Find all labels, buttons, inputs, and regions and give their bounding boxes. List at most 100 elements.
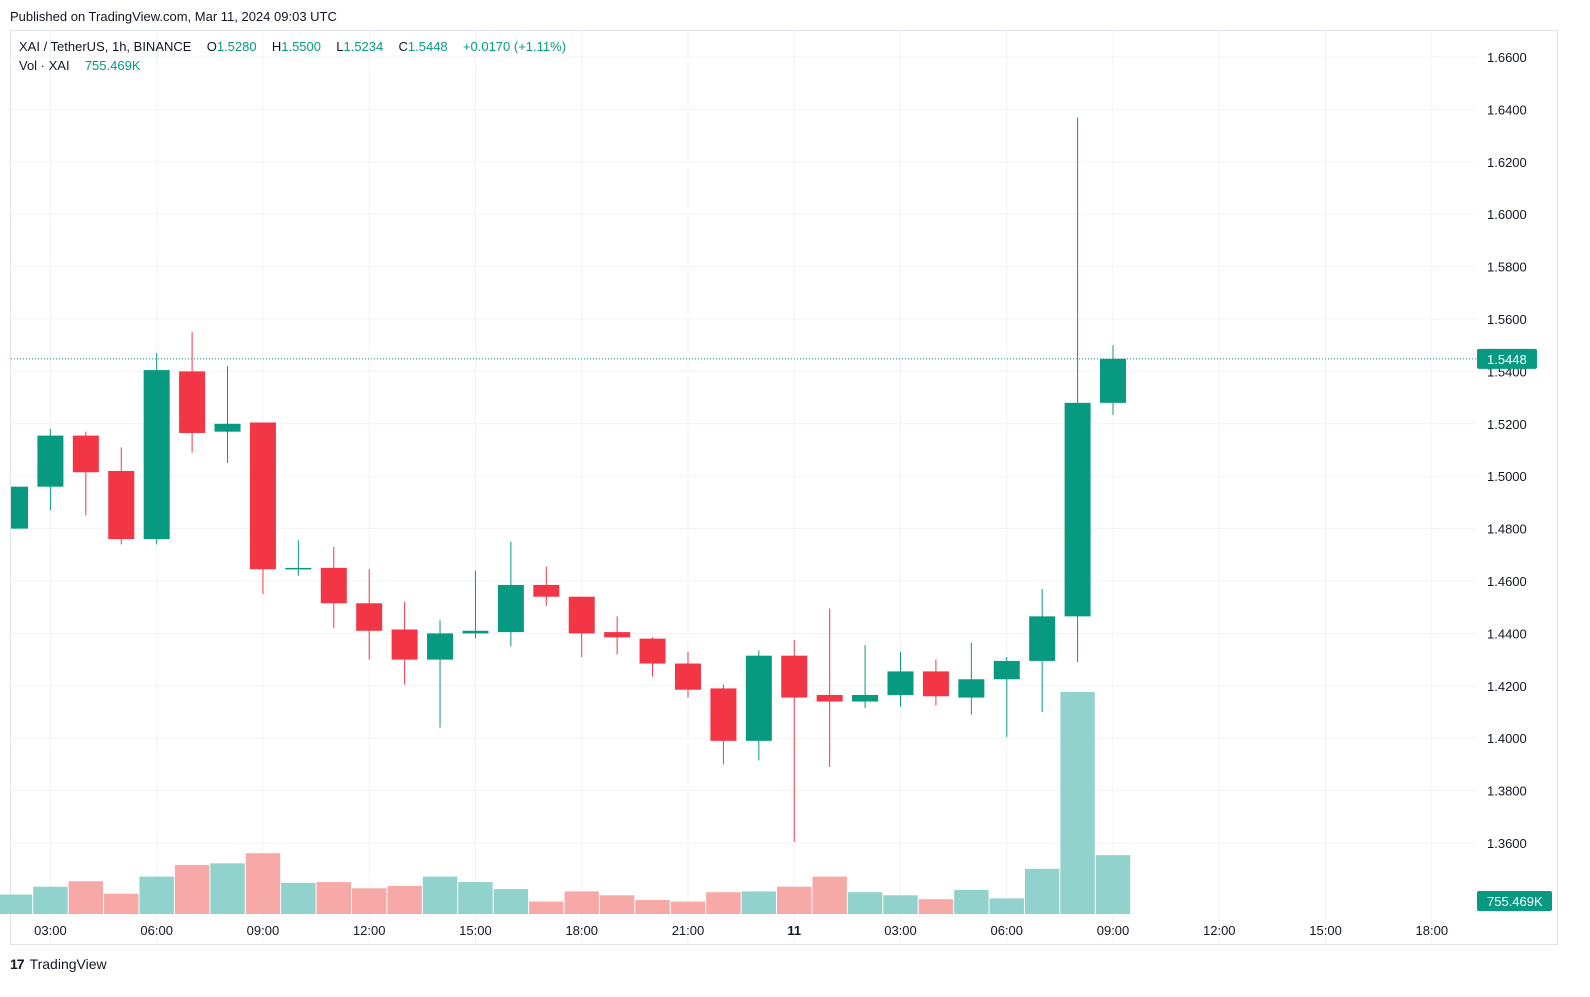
volume-bar bbox=[599, 895, 635, 914]
candle-body bbox=[497, 584, 524, 633]
candle bbox=[37, 429, 64, 511]
candle-body bbox=[781, 655, 808, 698]
time-tick-label: 09:00 bbox=[247, 923, 280, 938]
candle bbox=[568, 596, 595, 657]
volume-label: Vol · XAI bbox=[19, 58, 70, 73]
candle-body bbox=[462, 630, 489, 634]
candle bbox=[179, 332, 206, 453]
volume-bar bbox=[741, 891, 777, 914]
volume-bar bbox=[245, 853, 281, 914]
volume-bar bbox=[847, 892, 883, 914]
candle-body bbox=[852, 694, 879, 702]
candle bbox=[391, 601, 418, 685]
volume-bar bbox=[529, 901, 564, 914]
candle-body bbox=[604, 632, 631, 638]
symbol-legend[interactable]: XAI / TetherUS, 1h, BINANCE O1.5280 H1.5… bbox=[19, 39, 566, 54]
candles bbox=[11, 117, 1127, 842]
volume-legend[interactable]: Vol · XAI 755.469K bbox=[19, 58, 141, 73]
volume-bar bbox=[564, 891, 599, 914]
candle bbox=[710, 684, 737, 765]
high-value: 1.5500 bbox=[281, 39, 321, 54]
volume-bars bbox=[0, 692, 1131, 914]
time-tick-label: 12:00 bbox=[353, 923, 386, 938]
low-value: 1.5234 bbox=[343, 39, 384, 54]
volume-bar bbox=[281, 882, 316, 914]
time-axis: 03:00 06:00 09:00 12:00 15:00 18:00 21:00 11 03:… bbox=[34, 923, 1448, 938]
candle bbox=[852, 645, 879, 709]
time-tick-label: 18:00 bbox=[565, 923, 598, 938]
candle-body bbox=[1064, 402, 1091, 617]
symbol-name[interactable]: XAI / TetherUS, 1h, BINANCE bbox=[19, 39, 192, 54]
candle bbox=[745, 650, 772, 761]
candle-body bbox=[320, 567, 347, 604]
tradingview-brand[interactable]: 17 TradingView bbox=[10, 956, 107, 972]
published-header: Published on TradingView.com, Mar 11, 20… bbox=[10, 9, 337, 24]
candle-body bbox=[249, 422, 276, 570]
volume-bar bbox=[1095, 855, 1131, 914]
candle-body bbox=[37, 435, 64, 487]
candle-body bbox=[72, 435, 99, 473]
price-tick-label: 1.3600 bbox=[1487, 836, 1527, 851]
price-tick-label: 1.4200 bbox=[1487, 679, 1527, 694]
price-tick-label: 1.5200 bbox=[1487, 417, 1527, 432]
candle bbox=[143, 353, 170, 545]
candle bbox=[533, 566, 560, 606]
candle bbox=[1100, 345, 1127, 415]
candle bbox=[1029, 588, 1056, 712]
candle-body bbox=[108, 470, 135, 540]
volume-bar bbox=[104, 893, 139, 914]
candle bbox=[1064, 117, 1091, 663]
candle-body bbox=[958, 679, 985, 698]
high-label: H bbox=[271, 39, 282, 54]
candle-body bbox=[11, 486, 28, 529]
price-tick-label: 1.6600 bbox=[1487, 50, 1527, 65]
candle bbox=[320, 546, 347, 629]
close-value: 1.5448 bbox=[407, 39, 448, 54]
volume-bar bbox=[670, 901, 706, 914]
candle-body bbox=[356, 603, 383, 631]
candle-body bbox=[1029, 616, 1056, 661]
candle bbox=[604, 616, 631, 655]
volume-bar bbox=[954, 889, 989, 914]
candle bbox=[816, 608, 843, 768]
price-tick-label: 1.4400 bbox=[1487, 626, 1527, 641]
candle-body bbox=[816, 694, 843, 702]
time-tick-label: 12:00 bbox=[1203, 923, 1236, 938]
open-label: O bbox=[206, 39, 217, 54]
volume-bar bbox=[493, 889, 529, 914]
volume-bar bbox=[316, 882, 351, 914]
candle bbox=[285, 540, 312, 576]
candle bbox=[497, 541, 524, 647]
time-tick-label: 03:00 bbox=[34, 923, 67, 938]
candle bbox=[922, 659, 949, 706]
candle bbox=[11, 486, 28, 529]
candle-body bbox=[1100, 358, 1127, 403]
candle bbox=[887, 651, 914, 707]
candle bbox=[356, 569, 383, 660]
volume-bar bbox=[1024, 868, 1060, 914]
price-tick-label: 1.4000 bbox=[1487, 731, 1527, 746]
volume-bar bbox=[812, 876, 847, 914]
volume-bar bbox=[422, 876, 458, 914]
volume-bar bbox=[1060, 692, 1095, 914]
candle bbox=[72, 431, 99, 516]
price-axis: 1.6600 1.6400 1.6200 1.6000 1.5800 1.5600 1.54… bbox=[1487, 50, 1527, 851]
volume-bar bbox=[883, 895, 918, 914]
price-tick-label: 1.5000 bbox=[1487, 469, 1527, 484]
price-tick-label: 1.3800 bbox=[1487, 784, 1527, 799]
candle-body bbox=[922, 671, 949, 697]
candle bbox=[639, 637, 666, 677]
volume-bar bbox=[387, 885, 422, 914]
price-tick-label: 1.6000 bbox=[1487, 207, 1527, 222]
candle bbox=[993, 656, 1020, 737]
volume-bar bbox=[139, 876, 174, 914]
candle-body bbox=[887, 671, 914, 695]
volume-bar bbox=[68, 881, 104, 914]
time-tick-label: 06:00 bbox=[990, 923, 1023, 938]
candle-body bbox=[674, 663, 701, 690]
volume-bar bbox=[210, 863, 245, 914]
candle bbox=[462, 570, 489, 639]
candle bbox=[427, 620, 454, 728]
volume-bar bbox=[351, 888, 387, 914]
